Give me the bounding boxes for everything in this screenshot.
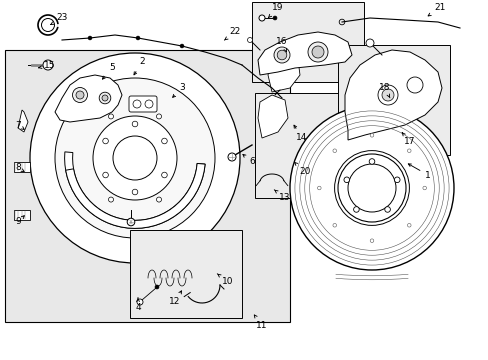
Polygon shape xyxy=(258,32,351,75)
Text: 6: 6 xyxy=(243,154,254,166)
Circle shape xyxy=(377,85,397,105)
Text: 2: 2 xyxy=(134,58,144,75)
Circle shape xyxy=(162,172,167,178)
Circle shape xyxy=(43,60,53,70)
Bar xyxy=(251,2,363,82)
Circle shape xyxy=(394,177,399,183)
Circle shape xyxy=(272,16,276,20)
Circle shape xyxy=(337,154,405,222)
Circle shape xyxy=(317,186,321,190)
Text: 12: 12 xyxy=(169,291,181,306)
Text: 15: 15 xyxy=(39,60,56,69)
Circle shape xyxy=(273,47,289,63)
Text: 14: 14 xyxy=(293,125,307,143)
Circle shape xyxy=(72,87,87,103)
Text: 11: 11 xyxy=(254,315,267,329)
Text: 21: 21 xyxy=(427,4,445,16)
Circle shape xyxy=(155,285,159,289)
Circle shape xyxy=(145,100,153,108)
FancyBboxPatch shape xyxy=(129,96,157,112)
Text: 10: 10 xyxy=(217,274,233,287)
Circle shape xyxy=(127,218,135,226)
Circle shape xyxy=(99,92,111,104)
Circle shape xyxy=(136,36,140,40)
Circle shape xyxy=(108,114,113,119)
Circle shape xyxy=(277,50,286,60)
Circle shape xyxy=(108,197,113,202)
Polygon shape xyxy=(345,50,441,140)
Circle shape xyxy=(259,15,264,21)
Text: 8: 8 xyxy=(15,163,24,172)
Text: 13: 13 xyxy=(274,190,290,202)
Circle shape xyxy=(347,164,395,212)
Circle shape xyxy=(368,159,374,164)
Polygon shape xyxy=(65,163,204,228)
FancyBboxPatch shape xyxy=(14,210,30,220)
Circle shape xyxy=(384,207,389,212)
Text: 5: 5 xyxy=(102,63,115,79)
Circle shape xyxy=(334,150,408,225)
Circle shape xyxy=(38,15,58,35)
Text: 22: 22 xyxy=(224,27,240,40)
Circle shape xyxy=(332,224,336,227)
Circle shape xyxy=(133,100,141,108)
Circle shape xyxy=(180,44,183,48)
Circle shape xyxy=(407,149,410,153)
Circle shape xyxy=(332,149,336,153)
Circle shape xyxy=(406,77,422,93)
Text: 20: 20 xyxy=(294,162,310,176)
Circle shape xyxy=(381,89,393,101)
Circle shape xyxy=(30,53,240,263)
Circle shape xyxy=(369,239,373,243)
Text: 7: 7 xyxy=(15,121,24,130)
Circle shape xyxy=(156,197,161,202)
Text: 3: 3 xyxy=(172,84,184,97)
Circle shape xyxy=(132,189,138,195)
Circle shape xyxy=(137,299,142,305)
FancyBboxPatch shape xyxy=(14,162,30,172)
Circle shape xyxy=(162,138,167,144)
Bar xyxy=(254,93,342,198)
Text: 23: 23 xyxy=(51,13,67,24)
Text: 1: 1 xyxy=(407,164,430,180)
Circle shape xyxy=(102,95,108,101)
Text: 16: 16 xyxy=(276,37,287,52)
Circle shape xyxy=(422,186,426,190)
Text: 9: 9 xyxy=(15,216,24,226)
Polygon shape xyxy=(267,55,299,92)
Circle shape xyxy=(102,172,108,178)
Circle shape xyxy=(132,121,138,127)
Circle shape xyxy=(369,134,373,137)
Circle shape xyxy=(55,78,215,238)
Circle shape xyxy=(156,114,161,119)
Text: 18: 18 xyxy=(379,84,390,98)
Polygon shape xyxy=(64,152,204,228)
Circle shape xyxy=(93,116,177,200)
Polygon shape xyxy=(258,95,287,138)
Circle shape xyxy=(343,177,349,183)
Circle shape xyxy=(102,138,108,144)
Circle shape xyxy=(353,207,359,212)
Circle shape xyxy=(311,46,324,58)
Text: 4: 4 xyxy=(135,298,141,312)
Circle shape xyxy=(113,136,157,180)
Polygon shape xyxy=(55,75,122,122)
Text: 17: 17 xyxy=(401,132,415,147)
Circle shape xyxy=(88,36,92,40)
Bar xyxy=(337,45,449,155)
Text: 19: 19 xyxy=(268,4,283,17)
Circle shape xyxy=(227,153,236,161)
Circle shape xyxy=(407,224,410,227)
Circle shape xyxy=(76,91,84,99)
Bar xyxy=(130,230,242,318)
Circle shape xyxy=(289,106,453,270)
Circle shape xyxy=(247,37,252,42)
Circle shape xyxy=(307,42,327,62)
Polygon shape xyxy=(18,110,28,132)
Bar xyxy=(5,50,289,322)
Circle shape xyxy=(365,39,373,47)
